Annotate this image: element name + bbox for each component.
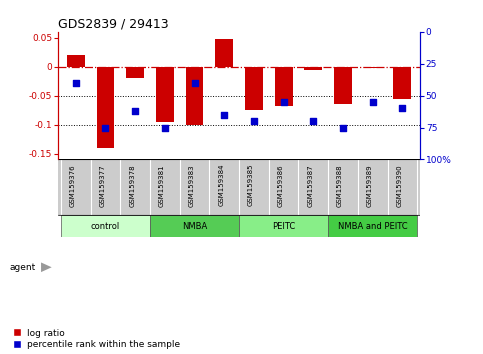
Bar: [150, 215, 239, 237]
Bar: [156, 67, 174, 122]
Bar: [61, 215, 150, 237]
Point: [72, 80, 80, 86]
Point: [191, 80, 199, 86]
Bar: [97, 67, 114, 148]
Bar: [364, 67, 382, 68]
Text: control: control: [91, 222, 120, 231]
Text: GSM159388: GSM159388: [337, 164, 343, 206]
Text: GSM159377: GSM159377: [99, 164, 105, 206]
Text: NMBA and PEITC: NMBA and PEITC: [338, 222, 408, 231]
Point: [310, 118, 317, 124]
Point: [339, 125, 347, 130]
Point: [131, 108, 139, 114]
Text: GSM159385: GSM159385: [248, 164, 254, 206]
Text: agent: agent: [10, 263, 36, 272]
Point: [280, 99, 287, 105]
Bar: [334, 67, 352, 104]
Text: GSM159386: GSM159386: [278, 164, 284, 206]
Text: GSM159384: GSM159384: [218, 164, 224, 206]
Bar: [304, 67, 322, 69]
Bar: [328, 215, 417, 237]
Text: GSM159390: GSM159390: [397, 164, 402, 206]
Text: GSM159376: GSM159376: [70, 164, 76, 206]
Bar: [394, 67, 412, 98]
Text: GSM159378: GSM159378: [129, 164, 135, 206]
Point: [369, 99, 377, 105]
Bar: [215, 39, 233, 67]
Point: [398, 105, 406, 111]
Bar: [275, 67, 293, 106]
Text: GDS2839 / 29413: GDS2839 / 29413: [58, 18, 169, 31]
Polygon shape: [41, 262, 52, 272]
Text: GSM159383: GSM159383: [188, 164, 195, 206]
Point: [161, 125, 169, 130]
Text: NMBA: NMBA: [182, 222, 207, 231]
Bar: [67, 55, 85, 67]
Text: PEITC: PEITC: [272, 222, 295, 231]
Text: GSM159381: GSM159381: [159, 164, 165, 206]
Bar: [126, 67, 144, 78]
Point: [250, 118, 258, 124]
Bar: [185, 67, 203, 125]
Legend: log ratio, percentile rank within the sample: log ratio, percentile rank within the sa…: [14, 329, 180, 349]
Text: GSM159387: GSM159387: [307, 164, 313, 206]
Bar: [239, 215, 328, 237]
Point: [101, 125, 109, 130]
Bar: [245, 67, 263, 110]
Text: GSM159389: GSM159389: [367, 164, 373, 206]
Point: [220, 112, 228, 118]
